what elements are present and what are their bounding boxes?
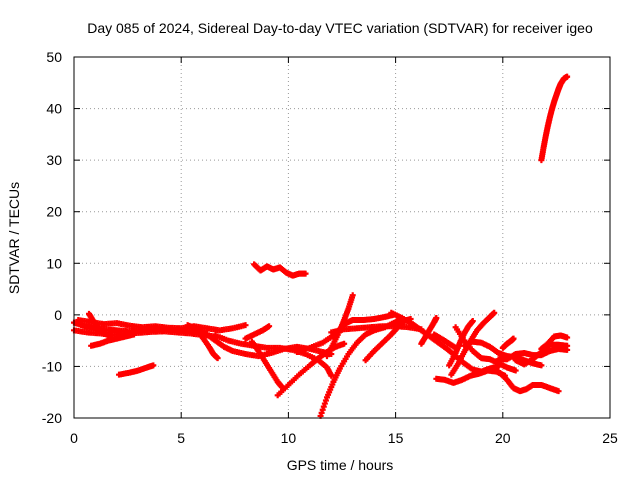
series-arc-28 [495, 345, 571, 363]
data-point [242, 322, 249, 329]
series-arc-31 [538, 332, 571, 352]
data-point [105, 332, 112, 339]
chart-title: Day 085 of 2024, Sidereal Day-to-day VTE… [87, 20, 593, 36]
data-point [266, 323, 273, 330]
y-tick-label: 20 [46, 204, 62, 220]
series-arc-04 [86, 310, 112, 339]
series-arc-30 [512, 341, 571, 368]
data-point [341, 340, 348, 347]
data-point [564, 342, 571, 349]
y-tick-label: 30 [46, 152, 62, 168]
series-arc-25 [452, 324, 519, 374]
series-arc-29 [499, 335, 517, 351]
x-axis-label: GPS time / hours [287, 457, 394, 473]
y-axis-ticks: -20 -10 0 10 20 30 40 50 [42, 49, 610, 426]
data-point [512, 367, 519, 374]
data-point [555, 388, 562, 395]
x-tick-label: 10 [281, 430, 297, 446]
data-point [433, 314, 440, 321]
series-arc-08 [191, 325, 221, 362]
y-tick-label: 50 [46, 49, 62, 65]
series-arc-20 [418, 314, 440, 347]
x-tick-label: 20 [495, 430, 511, 446]
x-tick-label: 5 [177, 430, 185, 446]
plot-frame [73, 56, 611, 419]
data-point [491, 309, 498, 316]
y-tick-label: 10 [46, 255, 62, 271]
series-arc-27 [495, 368, 562, 395]
y-tick-label: -10 [42, 358, 62, 374]
y-axis-label: SDTVAR / TECUs [6, 182, 22, 294]
data-point [510, 335, 517, 342]
series-arc-21 [431, 331, 459, 351]
y-tick-label: 0 [54, 307, 62, 323]
data-point [302, 270, 309, 277]
series-arc-12 [251, 261, 309, 279]
x-axis-ticks: 0 5 10 15 20 25 [70, 57, 618, 446]
series-arc-06 [116, 362, 157, 378]
y-tick-label: 40 [46, 101, 62, 117]
x-tick-label: 15 [388, 430, 404, 446]
data-point [538, 362, 545, 369]
data-point [214, 355, 221, 362]
series-arc-23 [448, 309, 498, 378]
series-arc-10 [242, 323, 273, 342]
series-arc-05 [88, 331, 138, 349]
data-point [150, 362, 157, 369]
data-point [469, 318, 476, 325]
data-point [131, 331, 138, 338]
data-point [328, 372, 335, 379]
data-point [564, 334, 571, 341]
x-tick-label: 25 [602, 430, 618, 446]
data-point [349, 292, 356, 299]
x-tick-label: 0 [70, 430, 78, 446]
series-arc-24 [446, 318, 476, 369]
series-arc-32 [538, 73, 571, 164]
data-point [564, 73, 571, 80]
y-tick-label: -20 [42, 410, 62, 426]
data-points [71, 73, 571, 419]
